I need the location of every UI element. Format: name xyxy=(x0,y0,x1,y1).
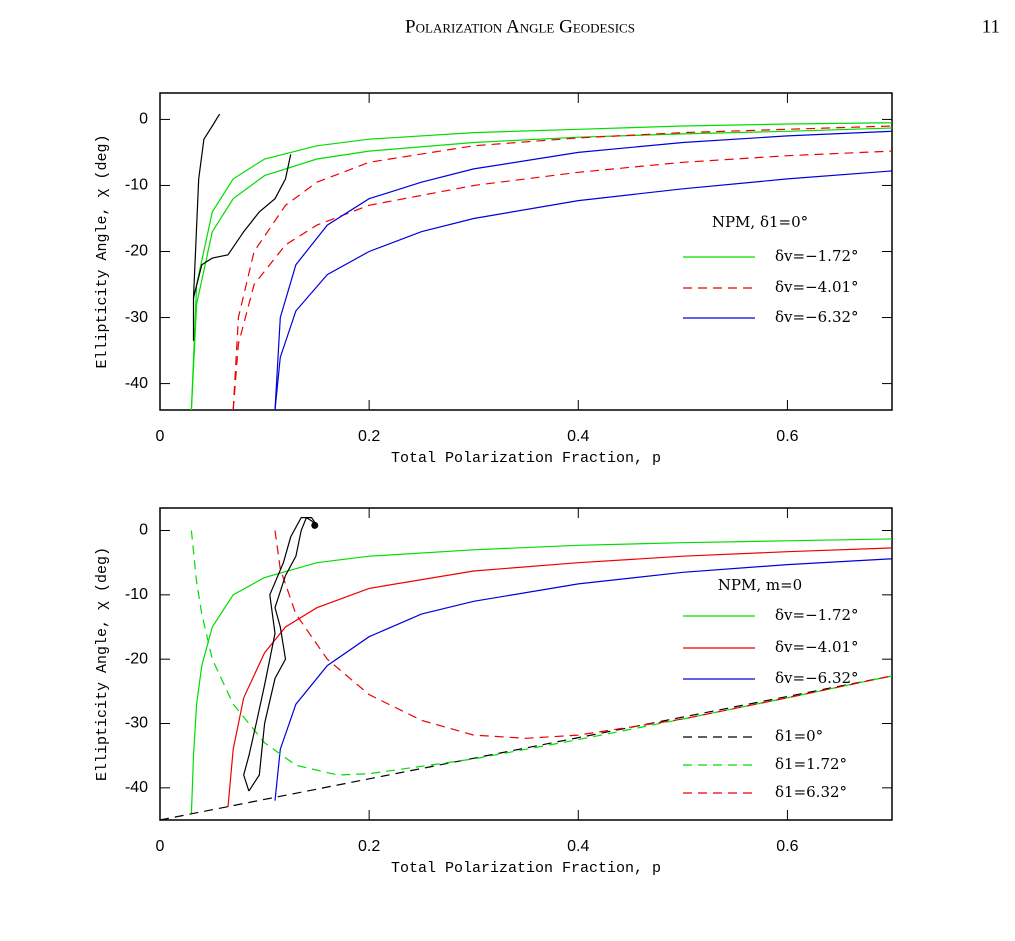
series-line xyxy=(232,150,893,411)
x-tick-label: 0 xyxy=(156,428,165,445)
y-tick-label: -10 xyxy=(125,177,148,194)
legend-label: δ1=6.32° xyxy=(775,783,847,801)
y-tick-label: -30 xyxy=(125,715,148,732)
y-tick-label: 0 xyxy=(139,111,148,128)
series-line xyxy=(192,154,292,298)
series-line xyxy=(232,125,893,411)
x-tick-label: 0.4 xyxy=(567,838,589,855)
page-number: 11 xyxy=(982,16,1000,37)
y-tick-label: -20 xyxy=(125,243,148,260)
series-line xyxy=(190,538,893,814)
x-axis-label: Total Polarization Fraction, p xyxy=(391,450,661,467)
series-line xyxy=(190,122,893,411)
series-line xyxy=(274,130,893,411)
x-tick-label: 0.2 xyxy=(358,838,380,855)
series-line xyxy=(190,127,893,411)
legend-label: δv=−4.01° xyxy=(775,638,859,656)
x-tick-label: 0.6 xyxy=(776,838,798,855)
series-line xyxy=(192,113,221,341)
legend-label: δ1=1.72° xyxy=(775,755,847,773)
legend-label: δv=−1.72° xyxy=(775,247,859,265)
plot-frame xyxy=(159,507,893,821)
series-line xyxy=(274,558,893,801)
legend-label: δv=−1.72° xyxy=(775,606,859,624)
y-tick-label: -20 xyxy=(125,650,148,667)
legend-label: δ1=0° xyxy=(775,727,823,745)
legend-title: NPM, m=0 xyxy=(718,576,802,594)
y-tick-label: 0 xyxy=(139,522,148,539)
y-axis-label: Ellipticity Angle, χ (deg) xyxy=(94,547,111,781)
y-axis-label: Ellipticity Angle, χ (deg) xyxy=(94,134,111,368)
legend-label: δv=−6.32° xyxy=(775,669,859,687)
series-line xyxy=(274,170,893,411)
x-axis-label: Total Polarization Fraction, p xyxy=(391,860,661,877)
y-tick-label: -40 xyxy=(125,375,148,392)
data-point xyxy=(311,521,319,529)
x-tick-label: 0 xyxy=(156,838,165,855)
series-line xyxy=(159,675,893,821)
legend-title: NPM, δ1=0° xyxy=(712,213,808,231)
series-line xyxy=(227,547,893,808)
series-line xyxy=(190,530,893,776)
page-title: Polarization Angle Geodesics xyxy=(405,16,635,37)
y-tick-label: -40 xyxy=(125,779,148,796)
legend-label: δv=−4.01° xyxy=(775,278,859,296)
series-line xyxy=(274,530,893,739)
x-tick-label: 0.6 xyxy=(776,428,798,445)
legend-label: δv=−6.32° xyxy=(775,308,859,326)
x-tick-label: 0.2 xyxy=(358,428,380,445)
y-tick-label: -30 xyxy=(125,309,148,326)
y-tick-label: -10 xyxy=(125,586,148,603)
x-tick-label: 0.4 xyxy=(567,428,589,445)
